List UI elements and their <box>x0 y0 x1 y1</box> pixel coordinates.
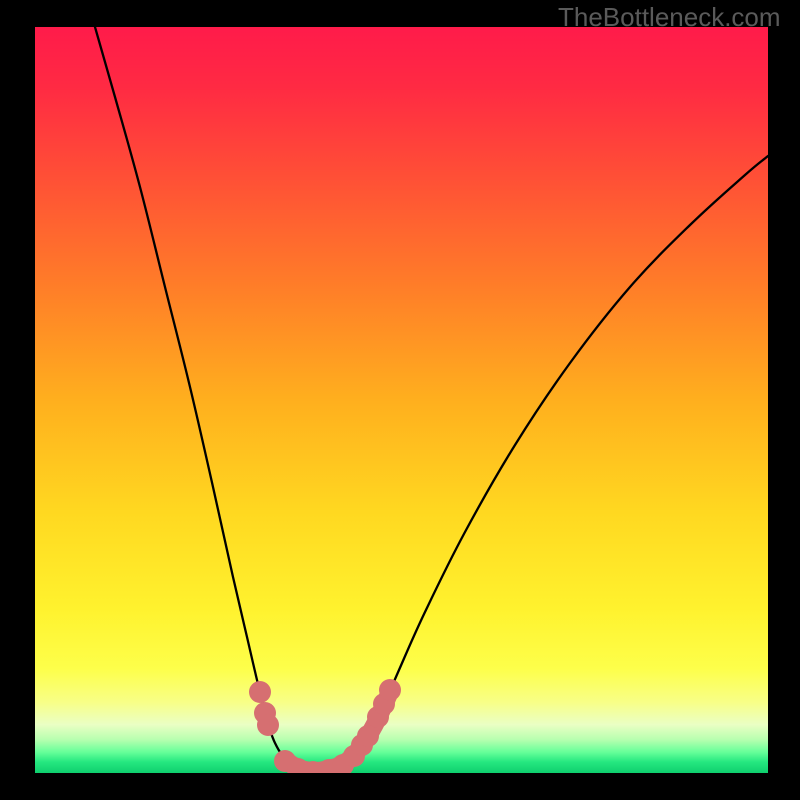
watermark-text: TheBottleneck.com <box>558 2 781 33</box>
data-marker <box>257 714 279 736</box>
data-marker <box>379 679 401 701</box>
chart-svg <box>35 27 768 773</box>
plot-area <box>35 27 768 773</box>
gradient-background <box>35 27 768 773</box>
data-marker <box>357 725 379 747</box>
data-marker <box>249 681 271 703</box>
